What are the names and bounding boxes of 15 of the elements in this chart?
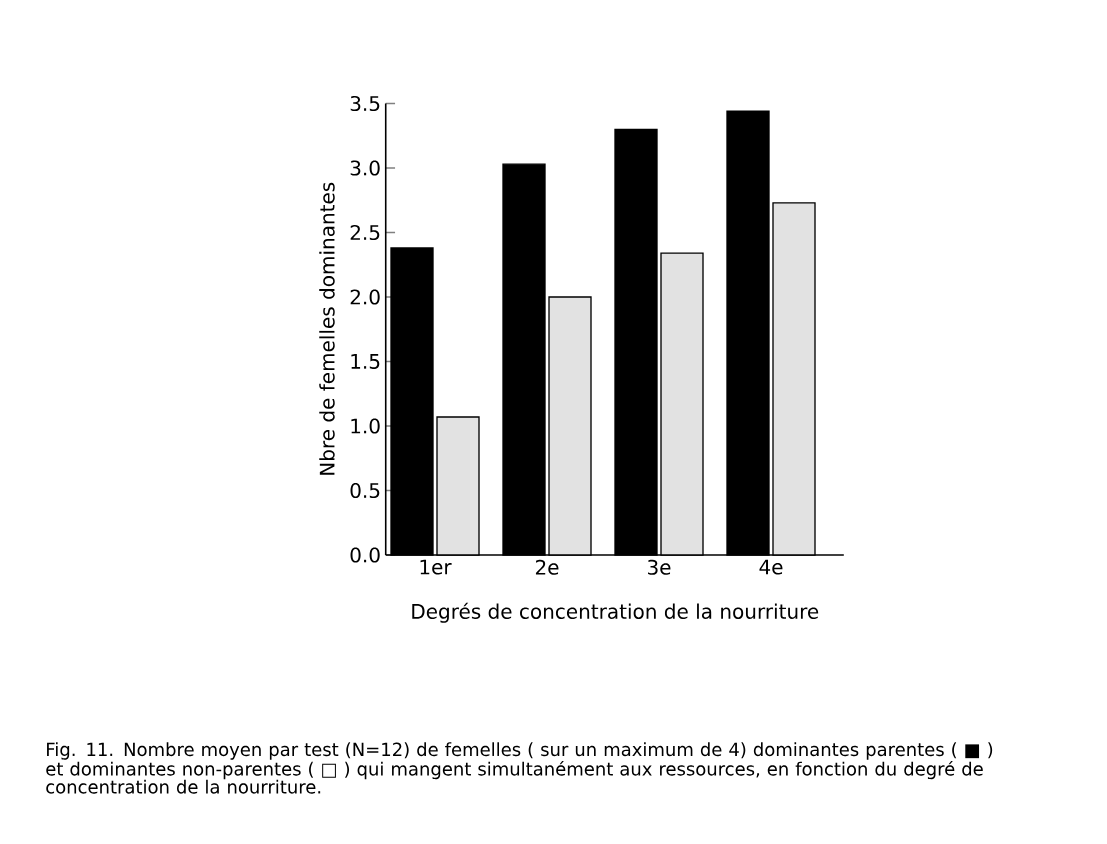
y-tick-label: 0.0 — [350, 547, 380, 563]
y-tick-label: 3.0 — [350, 160, 380, 176]
y-tick-label: 2.5 — [350, 224, 380, 241]
x-tick-label: 3e — [648, 559, 671, 575]
caption: Fig. 11. Nombre moyen par test (N=12) de femelles ( sur un maximum de 4) dominantes parentes ( ■ ) et dominantes non-parentes ( □ ) qui mangent simultanément aux ressources, en fonction du degré de concentration de la nourriture. — [46, 742, 993, 794]
y-tick-label: 3.5 — [350, 95, 380, 112]
x-tick-label: 1er — [420, 559, 452, 575]
x-tick-label: 2e — [535, 559, 559, 575]
y-tick-label: 0.5 — [350, 482, 380, 499]
y-tick-label: 1.0 — [351, 418, 380, 434]
x-axis-title: Degrés de concentration de la nourriture — [412, 602, 819, 623]
x-tick-label: 4e — [759, 559, 783, 575]
y-axis-title: Nbre de femelles dominantes — [319, 182, 335, 475]
y-tick-label: 2.0 — [350, 289, 380, 305]
y-tick-label: 1.5 — [351, 354, 380, 369]
